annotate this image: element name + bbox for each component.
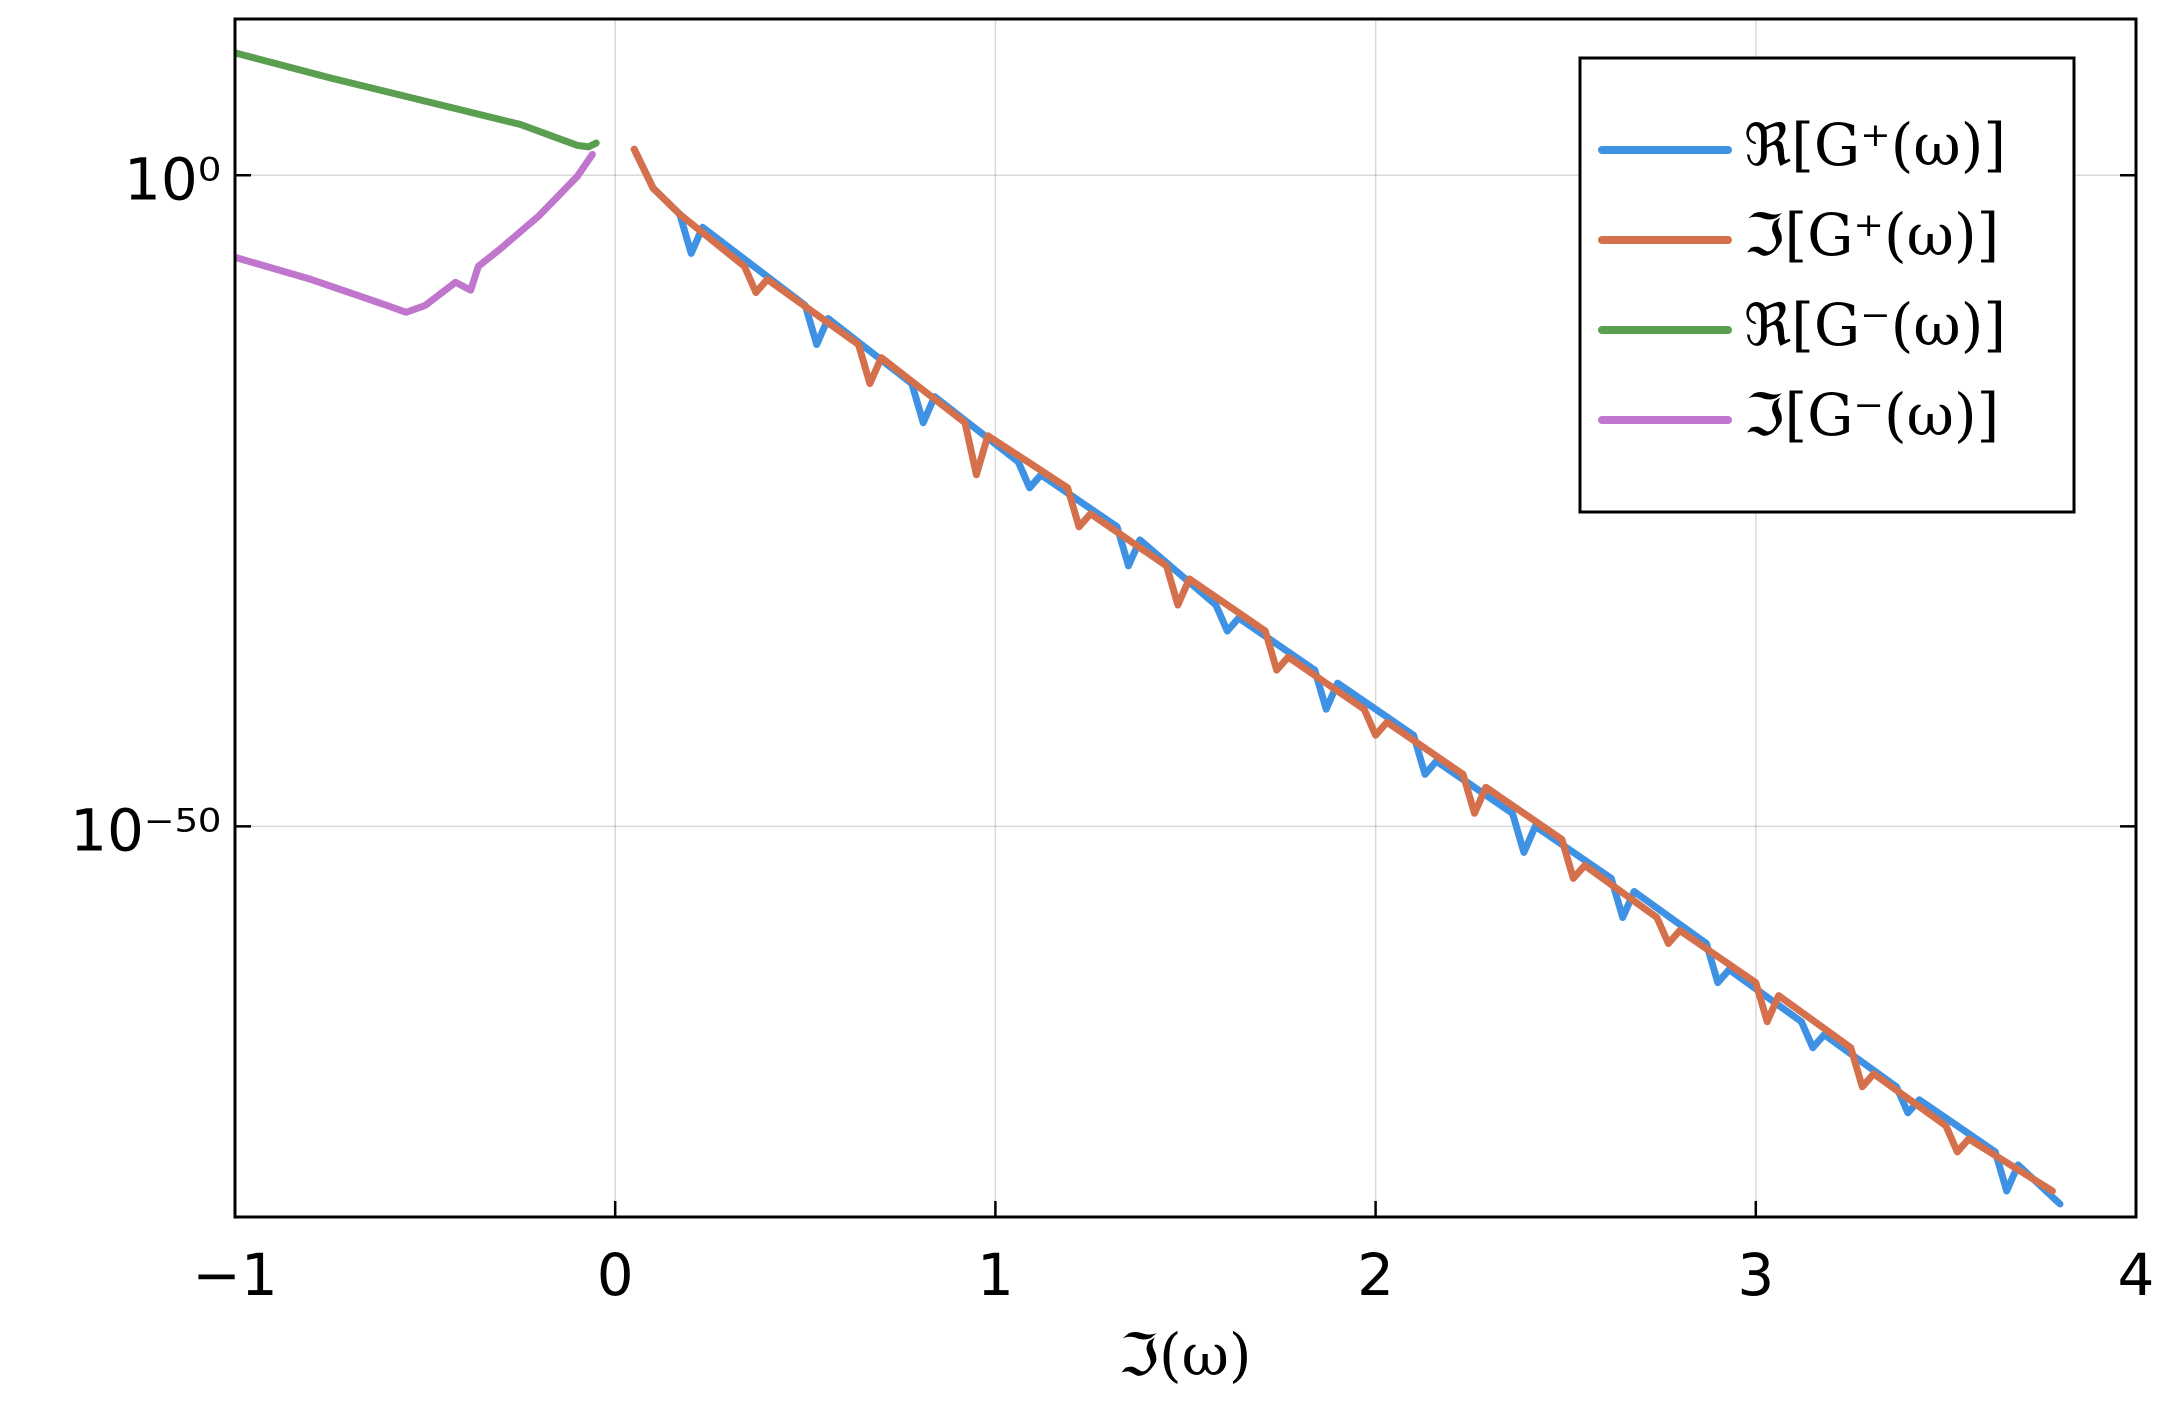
legend-label: ℑ[G⁺(ω)]: [1744, 201, 1999, 269]
x-tick-label: 0: [597, 1241, 634, 1309]
legend-label: ℜ[G⁻(ω)]: [1744, 291, 2006, 359]
legend-box: [1578, 56, 2076, 514]
series-line: [235, 49, 600, 151]
x-tick-label: −1: [192, 1241, 278, 1309]
x-axis-label: ℑ(ω): [1119, 1321, 1252, 1389]
x-tick-label: 4: [2118, 1241, 2155, 1309]
series-line: [235, 150, 596, 316]
y-tick-label: 10⁰: [124, 145, 221, 213]
y-tick-label: 10⁻⁵⁰: [70, 796, 221, 864]
legend-label: ℜ[G⁺(ω)]: [1744, 111, 2006, 179]
series-line: [630, 145, 2056, 1195]
x-tick-label: 3: [1737, 1241, 1774, 1309]
x-tick-label: 1: [977, 1241, 1014, 1309]
legend-label: ℑ[G⁻(ω)]: [1744, 381, 1999, 449]
x-tick-label: 2: [1357, 1241, 1394, 1309]
plot-frame: [233, 17, 2138, 1219]
